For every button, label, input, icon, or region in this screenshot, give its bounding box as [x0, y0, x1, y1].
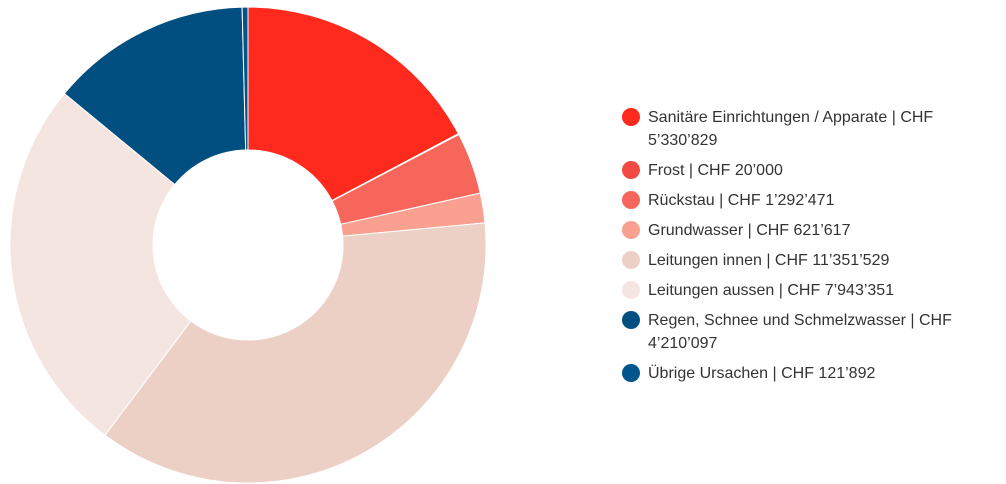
legend-label: Frost | CHF 20’000 — [648, 162, 783, 179]
legend-label: Übrige Ursachen | CHF 121’892 — [648, 365, 876, 382]
chart — [9, 6, 487, 484]
slice — [63, 6, 247, 186]
legend-swatch — [622, 251, 640, 269]
legend: Sanitäre Einrichtungen / Apparate | CHF … — [622, 106, 1002, 392]
legend-label: Rückstau | CHF 1’292’471 — [648, 192, 835, 209]
legend-item: Leitungen innen | CHF 11’351’529 — [622, 249, 1002, 272]
legend-swatch — [622, 191, 640, 209]
legend-label: Leitungen innen | CHF 11’351’529 — [648, 252, 890, 269]
legend-label: Leitungen aussen | CHF 7’943’351 — [648, 282, 895, 299]
legend-label: Regen, Schnee und Schmelzwasser | CHF 4’… — [648, 312, 952, 352]
legend-swatch — [622, 161, 640, 179]
legend-item: Leitungen aussen | CHF 7’943’351 — [622, 279, 1002, 302]
legend-swatch — [622, 364, 640, 382]
legend-swatch — [622, 281, 640, 299]
legend-item: Frost | CHF 20’000 — [622, 159, 1002, 182]
legend-item: Grundwasser | CHF 621’617 — [622, 219, 1002, 242]
legend-item: Übrige Ursachen | CHF 121’892 — [622, 362, 1002, 385]
legend-label: Sanitäre Einrichtungen / Apparate | CHF … — [648, 109, 934, 149]
legend-swatch — [622, 221, 640, 239]
slice — [247, 6, 460, 202]
legend-item: Sanitäre Einrichtungen / Apparate | CHF … — [622, 106, 1002, 152]
slice — [104, 222, 487, 484]
legend-swatch — [622, 108, 640, 126]
legend-item: Regen, Schnee und Schmelzwasser | CHF 4’… — [622, 309, 1002, 355]
slice — [241, 6, 249, 151]
legend-item: Rückstau | CHF 1’292’471 — [622, 189, 1002, 212]
slice — [9, 92, 192, 436]
legend-label: Grundwasser | CHF 621’617 — [648, 222, 851, 239]
legend-swatch — [622, 311, 640, 329]
